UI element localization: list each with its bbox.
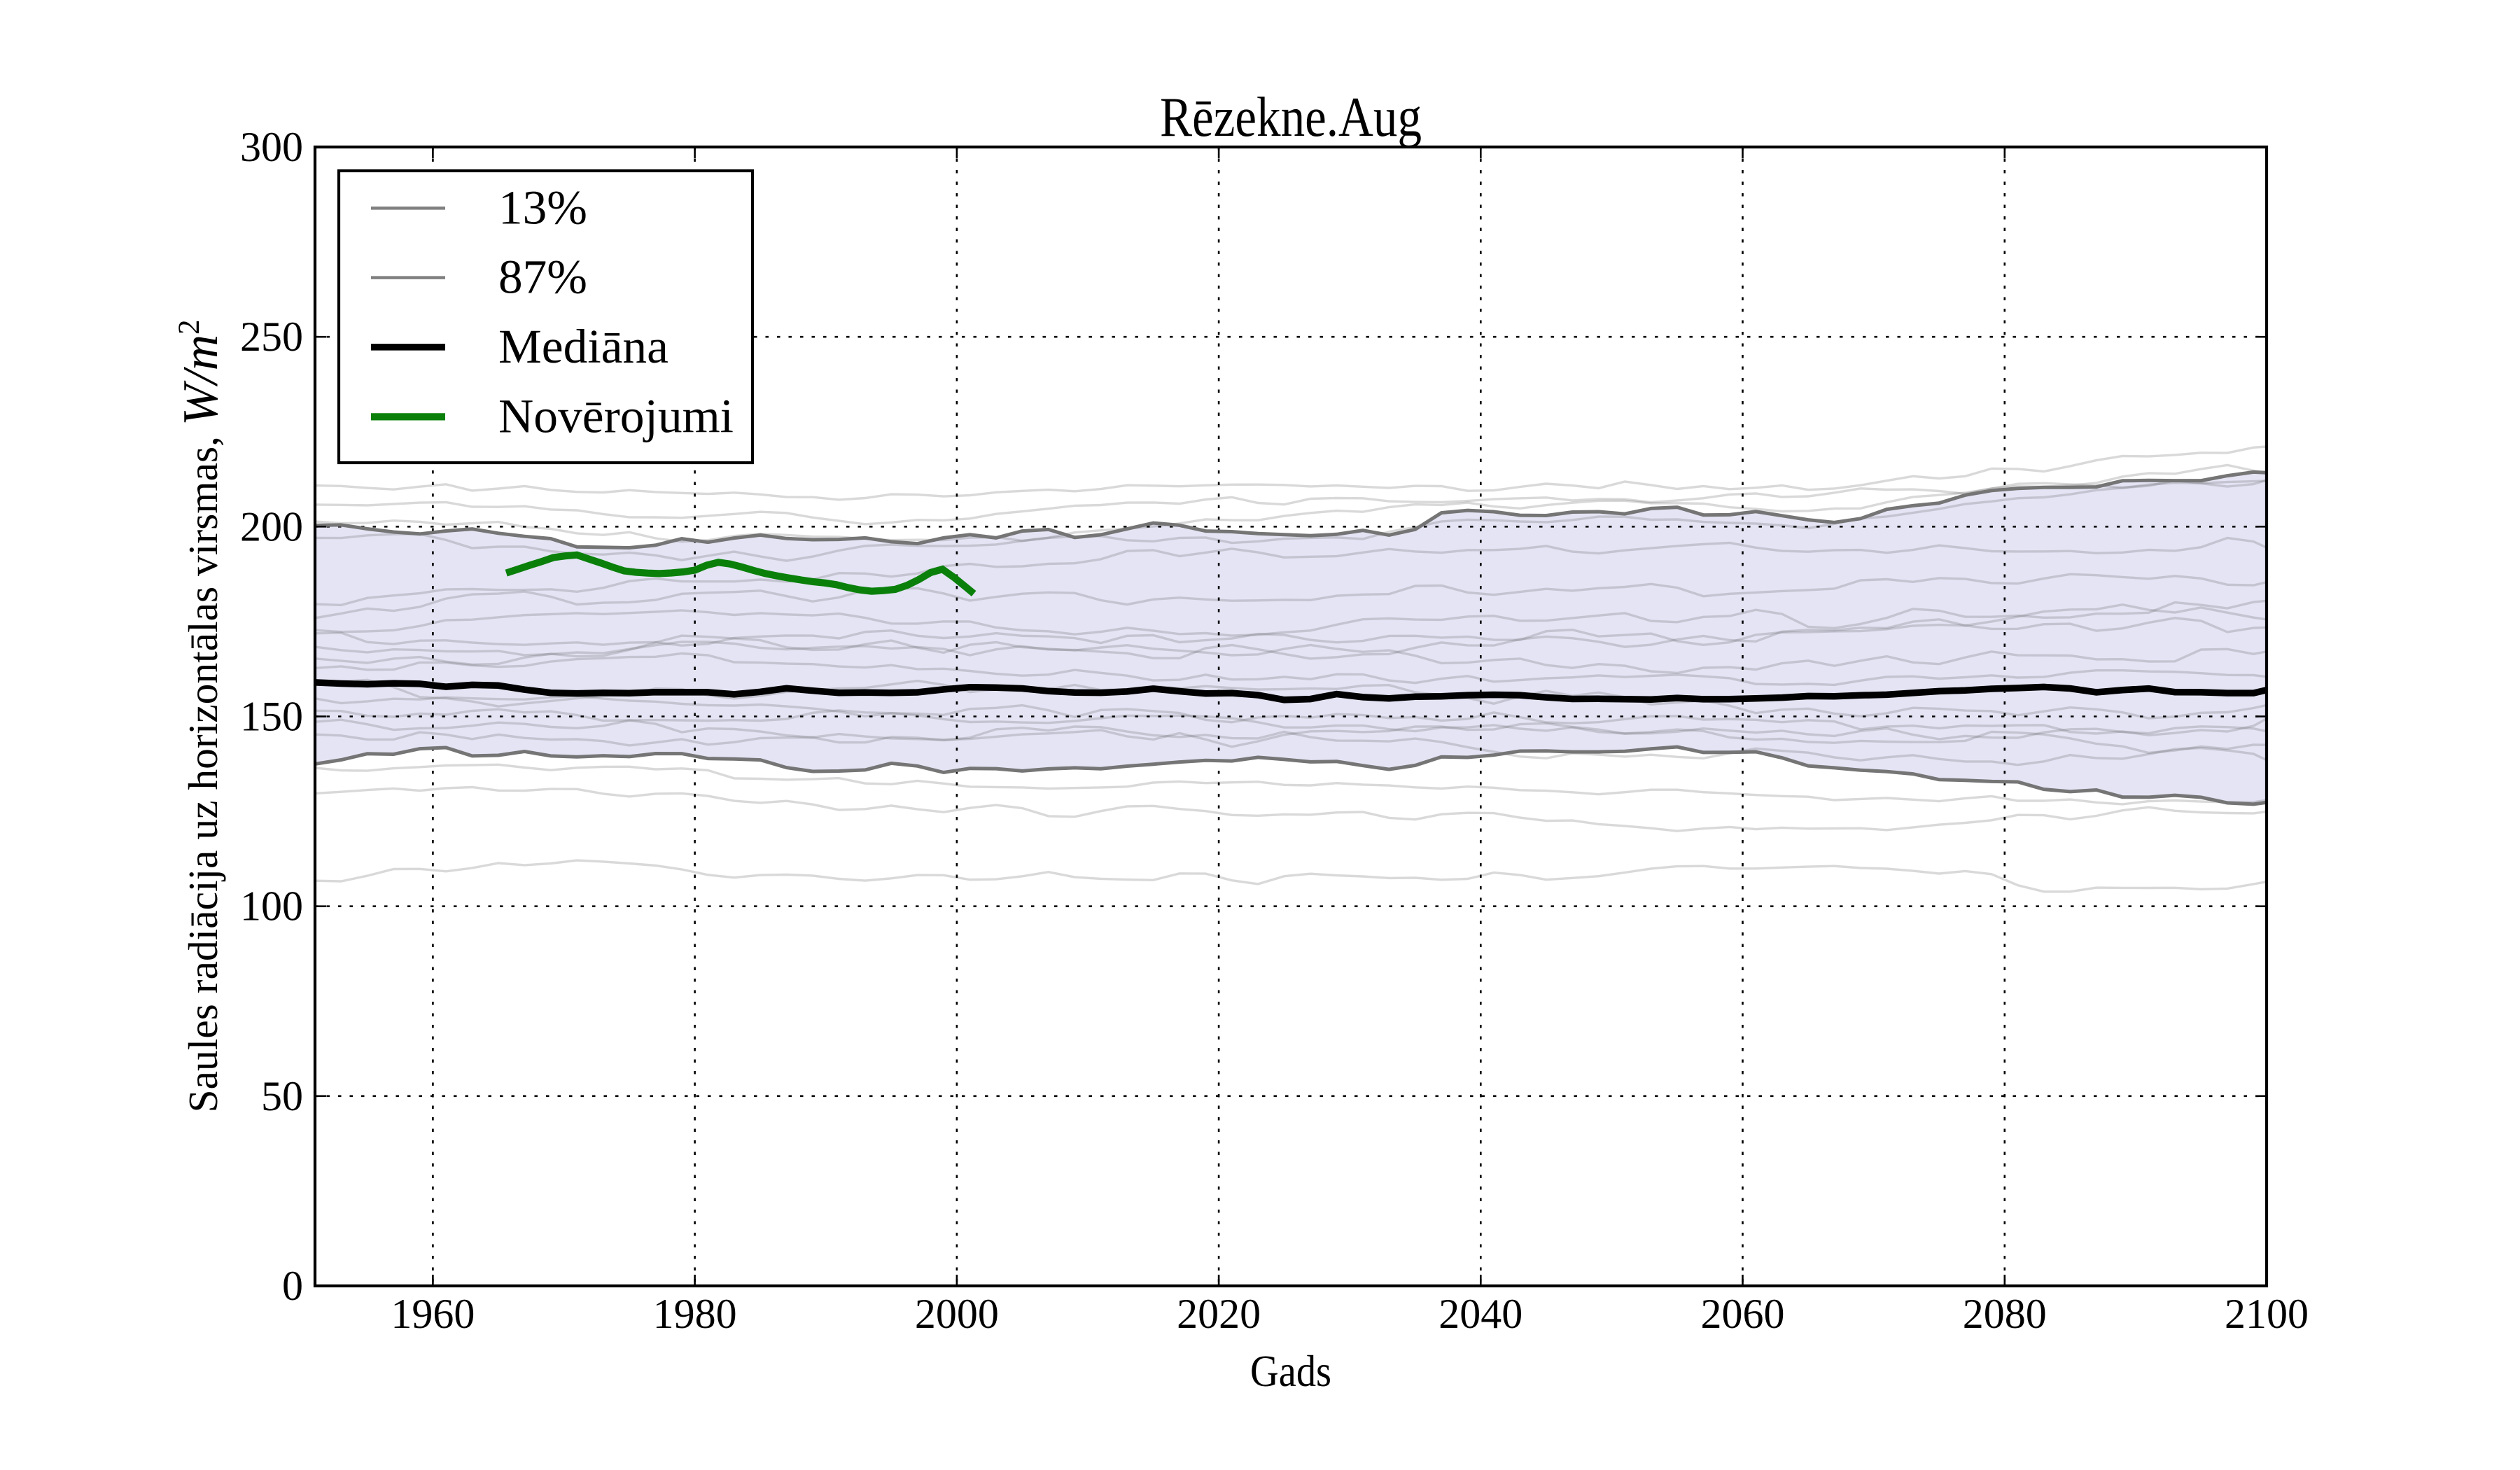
svg-text:300: 300 (240, 124, 303, 170)
svg-text:100: 100 (240, 883, 303, 930)
svg-text:250: 250 (240, 314, 303, 360)
svg-text:50: 50 (261, 1073, 303, 1119)
svg-text:1980: 1980 (653, 1291, 737, 1337)
svg-text:1960: 1960 (391, 1291, 475, 1337)
svg-text:2020: 2020 (1177, 1291, 1261, 1337)
svg-text:2000: 2000 (915, 1291, 999, 1337)
svg-text:Saules radiācija uz horizontāl: Saules radiācija uz horizontālas virsmas… (173, 319, 228, 1112)
svg-text:2060: 2060 (1701, 1291, 1785, 1337)
svg-text:200: 200 (240, 503, 303, 550)
svg-text:Novērojumi: Novērojumi (498, 389, 734, 442)
svg-text:87%: 87% (498, 251, 587, 304)
svg-text:Gads: Gads (1250, 1346, 1331, 1396)
svg-text:150: 150 (240, 694, 303, 740)
svg-text:2100: 2100 (2225, 1291, 2309, 1337)
svg-text:Mediāna: Mediāna (498, 320, 668, 373)
svg-text:0: 0 (282, 1263, 303, 1309)
svg-text:13%: 13% (498, 181, 587, 234)
svg-text:Rēzekne.Aug: Rēzekne.Aug (1160, 85, 1422, 148)
svg-text:2080: 2080 (1963, 1291, 2047, 1337)
svg-text:2040: 2040 (1438, 1291, 1522, 1337)
